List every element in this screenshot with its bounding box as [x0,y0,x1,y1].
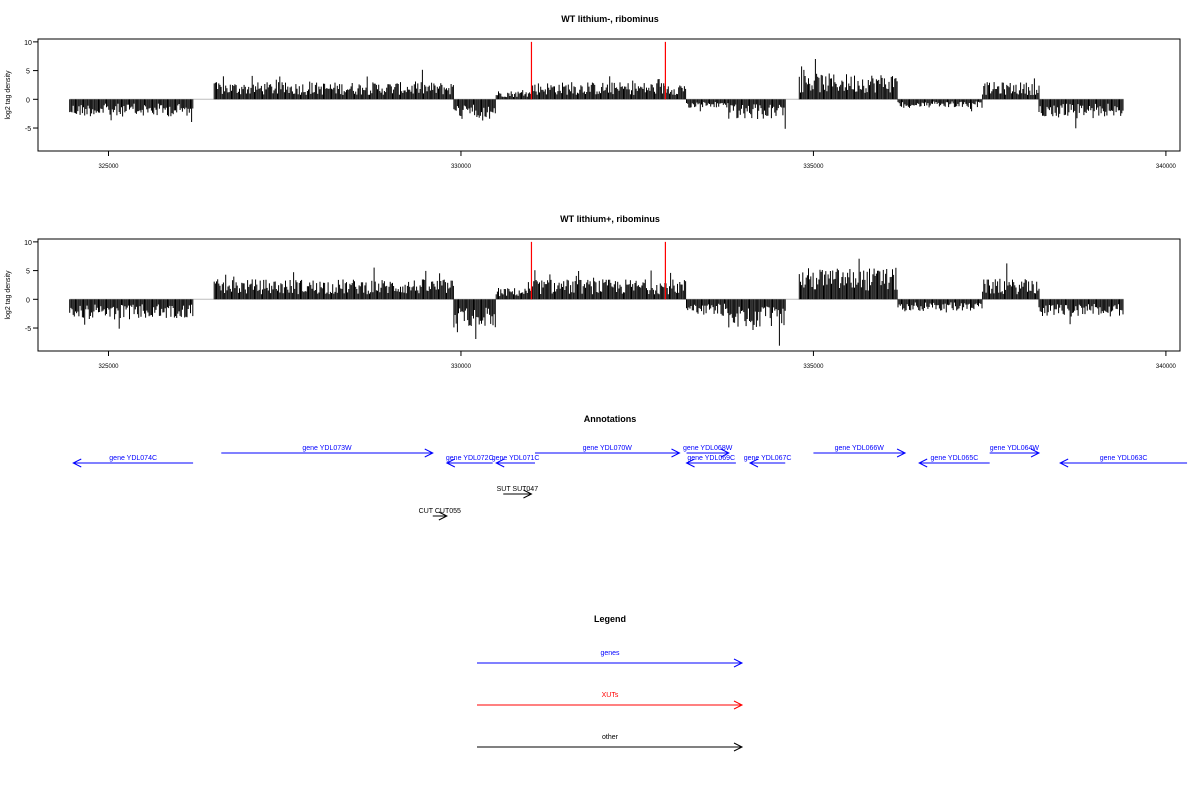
annotation-feature: gene YDL072C [445,455,494,468]
legend-label: other [602,734,619,741]
feature-arrowhead [685,458,695,468]
x-tick-label: 340000 [1156,164,1177,170]
feature-label: gene YDL065C [931,455,979,462]
feature-arrowhead [720,448,730,458]
annotation-feature: gene YDL074C [72,455,194,468]
feature-label: gene YDL069C [687,455,735,462]
y-tick-label: 0 [26,297,30,304]
x-tick-label: 335000 [803,364,824,370]
feature-label: gene YDL063C [1100,455,1148,462]
feature-arrowhead [1059,458,1069,468]
feature-arrowhead [1030,448,1041,458]
track-lithium-minus: WT lithium-, ribominus log2 tag density … [5,14,1181,170]
chart-title: WT lithium-, ribominus [561,14,659,24]
legend-arrowhead [733,700,744,710]
feature-label: gene YDL073W [302,445,352,452]
y-tick-label: 5 [26,269,30,276]
x-tick-label: 340000 [1156,364,1177,370]
feature-label: gene YDL064W [990,445,1040,452]
axes: -5 0 5 10 325000 330000 335000 340000 [24,40,1176,170]
legend-label: XUTs [602,692,619,699]
x-tick-label: 325000 [98,164,119,170]
feature-arrowhead [445,458,456,468]
y-tick-label: 10 [24,240,32,247]
feature-arrowhead [748,458,759,468]
feature-label: gene YDL074C [109,455,157,462]
chart-title: WT lithium+, ribominus [560,214,660,224]
legend-item: XUTs [477,692,744,710]
feature-label: CUT CUT055 [419,508,461,515]
x-tick-label: 330000 [451,164,472,170]
legend-label: genes [600,650,620,657]
feature-label: gene YDL071C [492,455,540,462]
x-tick-label: 325000 [98,364,119,370]
annotation-feature: SUT SUT047 [497,486,539,499]
annotation-feature: gene YDL064W [989,445,1041,458]
feature-arrowhead [918,458,928,468]
feature-label: SUT SUT047 [497,486,539,493]
y-tick-label: 10 [24,40,32,47]
y-tick-label: 0 [26,97,30,104]
y-axis-label: log2 tag density [5,270,12,320]
annotation-feature: gene YDL073W [221,445,434,458]
legend-arrowhead [733,658,744,668]
legend-title: Legend [594,614,626,624]
legend: Legend genes XUTs other [477,614,744,752]
feature-arrowhead [72,458,82,468]
feature-label: gene YDL068W [683,445,733,452]
annotation-feature: gene YDL068W [683,445,733,458]
axes: -5 0 5 10 325000 330000 335000 340000 [24,240,1176,370]
y-tick-label: -5 [25,326,31,333]
annotation-feature: gene YDL071C [492,455,540,468]
annotation-feature: gene YDL065C [918,455,990,468]
plot-frame [37,38,1181,152]
annotations-panel: Annotations gene YDL074C gene YDL073W gene… [72,414,1188,521]
legend-item: other [477,734,744,752]
bar-series [69,241,1124,346]
feature-arrowhead [438,511,448,521]
annotations-title: Annotations [584,414,637,424]
feature-label: gene YDL072C [446,455,494,462]
bar-series [69,41,1124,129]
annotation-feature: gene YDL070W [534,445,681,458]
annotation-feature: gene YDL069C [685,455,736,468]
plot-frame [37,238,1181,352]
feature-arrowhead [424,448,434,458]
legend-arrowhead [733,742,744,752]
feature-arrowhead [495,458,505,468]
feature-arrowhead [671,448,681,458]
y-tick-label: 5 [26,69,30,76]
annotation-feature: gene YDL066W [813,445,907,458]
annotation-feature: gene YDL067C [744,455,792,468]
x-tick-label: 330000 [451,364,472,370]
annotation-feature: CUT CUT055 [419,508,461,521]
track-lithium-plus: WT lithium+, ribominus log2 tag density … [5,214,1181,370]
annotation-feature: gene YDL063C [1059,455,1188,468]
legend-item: genes [477,650,744,668]
legend-items: genes XUTs other [477,650,744,752]
feature-label: gene YDL066W [835,445,885,452]
feature-label: gene YDL070W [583,445,633,452]
feature-arrowhead [523,489,533,499]
feature-label: gene YDL067C [744,455,792,462]
x-tick-label: 335000 [803,164,824,170]
y-tick-label: -5 [25,126,31,133]
feature-arrowhead [896,448,907,458]
y-axis-label: log2 tag density [5,70,12,120]
